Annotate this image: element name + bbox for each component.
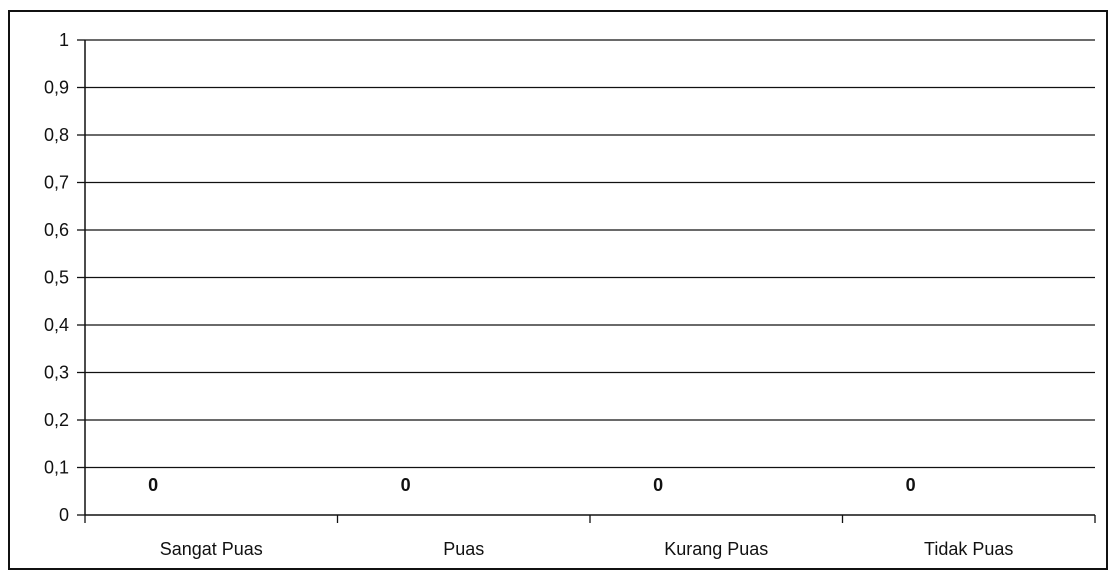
x-axis-ticks: Sangat Puas Puas Kurang Puas Tidak Puas — [84, 515, 1096, 559]
y-tick-label: 0 — [59, 505, 69, 525]
y-tick-label: 0,2 — [44, 410, 69, 430]
x-tick-label: Tidak Puas — [924, 539, 1013, 559]
y-tick-label: 0,3 — [44, 363, 69, 383]
y-tick-label: 0,9 — [44, 78, 69, 98]
y-tick-label: 0,1 — [44, 458, 69, 478]
y-tick-label: 0,4 — [44, 315, 69, 335]
y-tick-label: 0,5 — [44, 268, 69, 288]
data-label: 0 — [401, 475, 411, 495]
x-tick-label: Sangat Puas — [160, 539, 263, 559]
y-tick-label: 0,7 — [44, 173, 69, 193]
y-tick-label: 0,6 — [44, 220, 69, 240]
data-label: 0 — [148, 475, 158, 495]
chart-frame — [8, 10, 1108, 570]
y-tick-label: 1 — [59, 30, 69, 50]
x-tick-label: Kurang Puas — [664, 539, 768, 559]
data-label: 0 — [653, 475, 663, 495]
gridlines — [85, 39, 1095, 469]
y-axis-ticks: 0 0,1 0,2 0,3 0,4 0,5 0,6 0,7 0,8 0,9 1 — [44, 30, 85, 525]
data-labels: 0 0 0 0 — [148, 475, 916, 495]
y-tick-label: 0,8 — [44, 125, 69, 145]
data-label: 0 — [906, 475, 916, 495]
x-tick-label: Puas — [443, 539, 484, 559]
